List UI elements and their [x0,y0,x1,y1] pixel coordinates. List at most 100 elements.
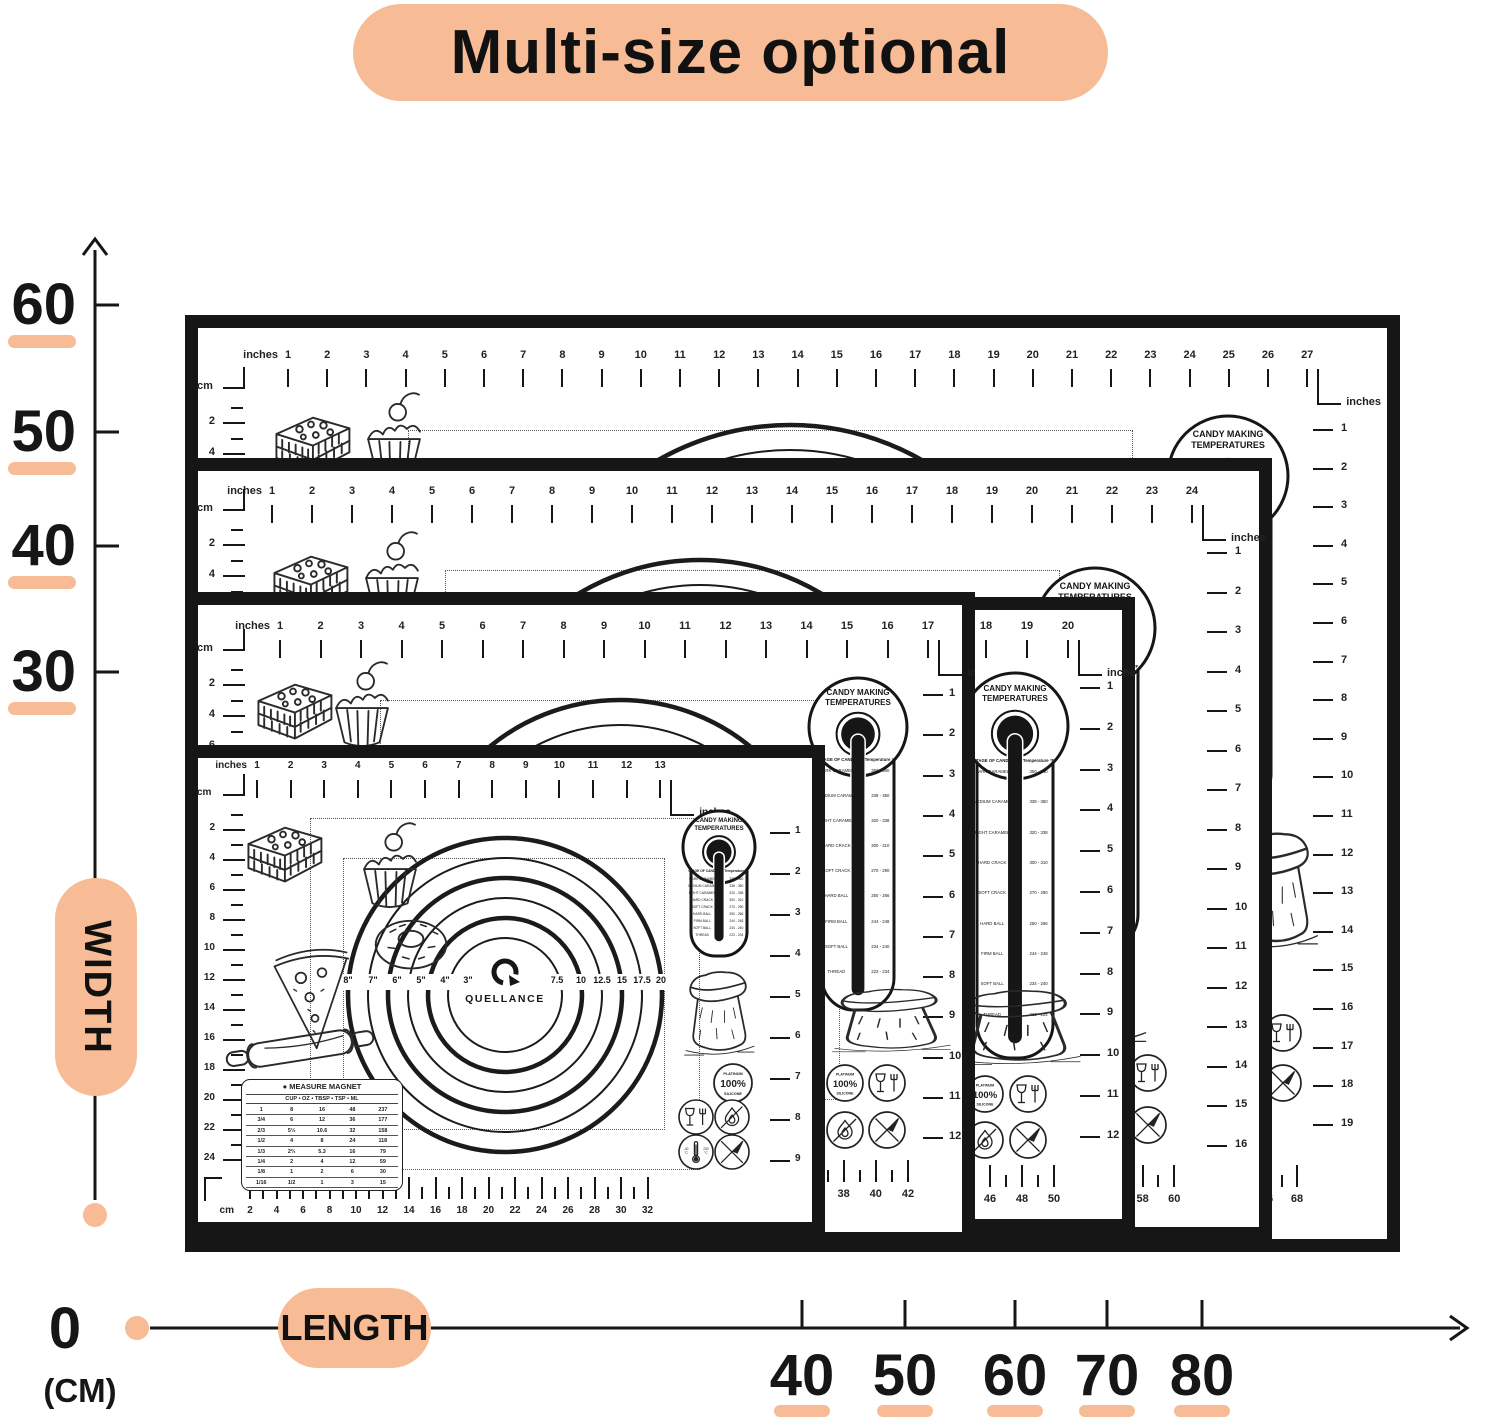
knife-badge [1262,1062,1304,1104]
top-ruler-tick [911,505,913,523]
label-band [543,974,675,990]
top-ruler-number: 16 [881,620,894,632]
top-ruler-number: 12 [719,620,732,632]
right-ruler-number: 10 [1341,769,1354,782]
top-ruler-number: 19 [1020,620,1034,632]
top-ruler-number: 14 [800,620,813,632]
measurement-circles [345,835,665,1155]
right-ruler-number: 5 [795,989,801,1000]
top-ruler-tick [659,780,662,798]
top-ruler-tick [679,369,681,387]
left-ruler-minor-tick [231,844,243,846]
ruler-corner [204,1177,206,1201]
right-ruler-tick [770,955,790,957]
ruler-corner [223,794,245,796]
left-ruler-tick [223,1039,245,1041]
right-ruler-tick [1313,544,1333,547]
candy-chart-title: TEMPERATURES [694,825,744,832]
candy-temperature: 270 - 290 [729,905,744,910]
circle-inch-label: 8" [343,975,353,985]
measure-magnet-cell: 2⅔ [287,1148,296,1155]
right-ruler-tick [1207,1105,1227,1107]
left-ruler-tick [223,575,245,577]
candy-stage: MEDIUM CARAMEL [973,799,1013,805]
right-ruler-tick [1080,850,1100,853]
measure-magnet-cell: 6 [290,1117,294,1124]
bottom-ruler-number: 14 [403,1205,415,1216]
left-ruler-minor-tick [231,934,243,936]
glassfork-icon [868,1064,906,1102]
width-tick-highlight [8,462,76,475]
top-ruler-number: 24 [1185,485,1199,497]
top-ruler-number: 20 [1026,349,1039,361]
left-ruler-minor-tick [231,1084,243,1086]
top-ruler-tick [404,369,407,387]
right-ruler-number: 12 [1341,846,1354,859]
top-ruler-number: 6 [479,620,486,632]
top-ruler-number: 6 [468,485,476,497]
right-ruler-tick [923,1137,943,1140]
bottom-ruler-minor-tick [394,1187,397,1199]
top-ruler-number: 7 [508,485,516,497]
top-ruler-tick [271,505,273,523]
top-ruler-tick [871,505,873,523]
top-ruler-number: 15 [825,485,839,497]
measure-magnet-cell: 30 [379,1169,386,1176]
left-ruler-number: 2 [208,415,215,427]
width-tick-label: 50 [11,399,76,464]
top-ruler-number: 1 [254,760,260,771]
top-ruler-tick [326,369,329,387]
measure-magnet-cell: 2 [290,1159,294,1165]
right-ruler-tick [1313,506,1333,509]
candy-temperature: 234 - 240 [871,943,890,949]
bottom-ruler-number: 18 [456,1205,468,1216]
circle-inch-label: 3" [463,975,473,985]
right-ruler-number: 11 [1107,1088,1119,1100]
candy-stage: LIGHT CARAMEL [974,829,1010,835]
right-ruler-tick [1080,1135,1100,1138]
top-ruler-tick [592,780,594,798]
right-ruler-tick [770,1119,790,1121]
measure-magnet-cell: 1/8 [257,1169,265,1176]
length-tick-highlight [987,1405,1043,1417]
right-ruler-tick [770,1037,790,1039]
glassfork-badge [866,1062,908,1104]
top-ruler-number: 8 [559,349,566,361]
candy-chart-column-header: STAGE OF CANDY [973,758,1012,763]
measure-magnet-row: 1/8 1 2 6 30 [246,1167,398,1178]
candy-stage: SOFT BALL [693,926,712,931]
ruler-corner [1078,674,1102,676]
candy-temperature: 320 - 338 [871,818,890,824]
top-ruler-tick [443,369,446,387]
left-ruler-number: 2 [209,822,215,833]
candy-temperature: 338 - 350 [1029,799,1048,805]
svg-text:-40: -40 [684,1147,689,1151]
right-ruler-tick [1207,986,1227,989]
measure-magnet-cell: 118 [378,1138,388,1145]
top-ruler-number: 20 [1061,620,1075,632]
bottom-ruler-minor-tick [633,1187,636,1199]
measure-magnet-cell: 12 [319,1117,326,1124]
right-ruler-tick [1207,1144,1227,1147]
left-ruler-tick [223,544,245,546]
length-tick-label: 70 [1074,1343,1140,1408]
right-ruler-number: 14 [1341,923,1354,936]
bottom-ruler-minor-tick [826,1170,829,1182]
top-ruler-number: 1 [284,349,292,361]
bottom-ruler-minor-tick [1037,1175,1039,1187]
bottom-ruler-number: 42 [901,1188,915,1200]
right-ruler-tick [1207,552,1227,554]
right-ruler-number: 10 [949,1049,962,1062]
candy-temperature: 244 - 248 [729,919,744,924]
glassfork-icon [678,1099,714,1135]
candy-temperature: 300 - 310 [871,843,890,849]
bottom-ruler-number: 20 [482,1205,495,1216]
left-ruler-tick [223,684,245,686]
top-ruler-number: 7 [519,620,527,632]
bottom-ruler-number: 38 [837,1188,850,1200]
top-ruler-number: 9 [600,620,608,632]
top-ruler-number: 11 [679,620,691,632]
candy-stage: MEDIUM CARAMEL [688,884,719,889]
cupcake-illustration [363,822,417,908]
cookies-illustration [257,683,333,740]
